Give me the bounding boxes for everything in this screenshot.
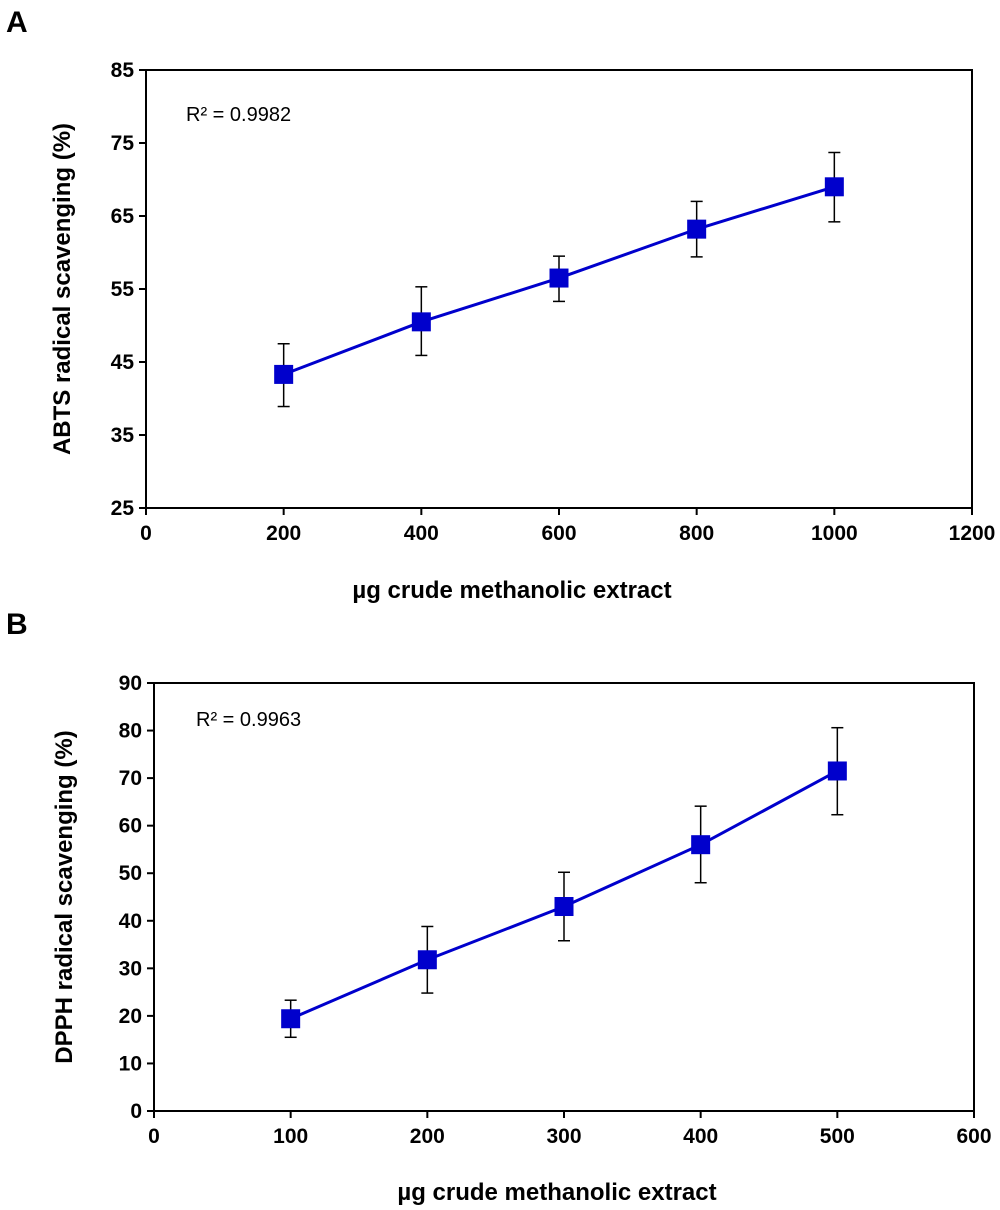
panel-b-y-tick-label-50: 50 bbox=[119, 862, 142, 885]
panel-a-series bbox=[274, 151, 844, 408]
panel-b-x-axis: 0 100 200 300 400 500 600 bbox=[148, 1111, 992, 1148]
panel-a-x-tick-label-1200: 1200 bbox=[949, 522, 996, 545]
panel-b-data-point-100 bbox=[281, 1009, 301, 1029]
panel-a-x-tick-label-400: 400 bbox=[404, 522, 439, 545]
panel-a-y-tick-label-55: 55 bbox=[111, 278, 135, 301]
panel-b-data-point-400 bbox=[691, 835, 711, 855]
panel-b-y-axis-title: DPPH radical scavenging (%) bbox=[51, 730, 78, 1063]
panel-b-y-tick-label-80: 80 bbox=[119, 720, 142, 743]
panel-b-data-point-500 bbox=[827, 761, 847, 781]
panel-b-data-point-200 bbox=[417, 950, 437, 970]
panel-a: A R² = 0.9982 25 35 45 55 65 75 85 0 200 400 600 8… bbox=[6, 6, 995, 604]
panel-a-data-point-800 bbox=[687, 219, 707, 239]
panel-a-data-point-200 bbox=[274, 364, 294, 384]
panel-b-y-tick-label-60: 60 bbox=[119, 815, 142, 838]
panel-b-x-tick-label-400: 400 bbox=[683, 1125, 718, 1148]
panel-a-x-tick-label-800: 800 bbox=[679, 522, 714, 545]
panel-b-series bbox=[281, 726, 847, 1039]
panel-a-x-tick-label-600: 600 bbox=[541, 522, 576, 545]
panel-b-data-point-300 bbox=[554, 897, 574, 917]
panel-a-y-axis: 25 35 45 55 65 75 85 bbox=[111, 59, 146, 520]
panel-b: B R² = 0.9963 0 10 20 30 40 50 60 70 80 90 0 100 20… bbox=[6, 608, 992, 1206]
panel-b-y-tick-label-90: 90 bbox=[119, 672, 142, 695]
panel-a-x-tick-label-1000: 1000 bbox=[811, 522, 858, 545]
panel-a-r2-annotation: R² = 0.9982 bbox=[186, 104, 291, 126]
panel-b-y-tick-label-0: 0 bbox=[130, 1100, 142, 1123]
panel-a-data-point-600 bbox=[549, 268, 569, 288]
panel-a-x-tick-label-200: 200 bbox=[266, 522, 301, 545]
panel-b-r2-annotation: R² = 0.9963 bbox=[196, 709, 301, 731]
panel-b-y-axis: 0 10 20 30 40 50 60 70 80 90 bbox=[119, 672, 154, 1123]
panel-b-y-tick-label-40: 40 bbox=[119, 910, 142, 933]
panel-b-x-tick-label-300: 300 bbox=[546, 1125, 581, 1148]
panel-b-y-tick-label-10: 10 bbox=[119, 1052, 142, 1075]
panel-a-label: A bbox=[6, 6, 28, 39]
panel-b-x-tick-label-100: 100 bbox=[273, 1125, 308, 1148]
panel-b-x-tick-label-600: 600 bbox=[956, 1125, 991, 1148]
panel-b-y-tick-label-20: 20 bbox=[119, 1005, 142, 1028]
panel-b-x-tick-label-500: 500 bbox=[820, 1125, 855, 1148]
panel-a-data-point-400 bbox=[411, 312, 431, 332]
panel-a-data-point-1000 bbox=[824, 177, 844, 197]
panel-a-y-tick-label-65: 65 bbox=[111, 205, 135, 228]
panel-b-x-tick-label-200: 200 bbox=[410, 1125, 445, 1148]
panel-a-y-tick-label-85: 85 bbox=[111, 59, 135, 82]
panel-a-x-tick-label-0: 0 bbox=[140, 522, 152, 545]
panel-b-x-tick-label-0: 0 bbox=[148, 1125, 160, 1148]
panel-a-y-tick-label-45: 45 bbox=[111, 351, 135, 374]
panel-b-label: B bbox=[6, 608, 28, 641]
panel-a-y-tick-label-35: 35 bbox=[111, 424, 135, 447]
panel-a-x-axis-title: µg crude methanolic extract bbox=[352, 577, 671, 604]
panel-b-y-tick-label-30: 30 bbox=[119, 957, 142, 980]
panel-a-y-tick-label-75: 75 bbox=[111, 132, 135, 155]
panel-a-y-axis-title: ABTS radical scavenging (%) bbox=[49, 123, 76, 455]
panel-b-y-tick-label-70: 70 bbox=[119, 767, 142, 790]
panel-a-x-axis: 0 200 400 600 800 1000 1200 bbox=[140, 508, 995, 545]
panel-a-y-tick-label-25: 25 bbox=[111, 497, 135, 520]
panel-b-x-axis-title: µg crude methanolic extract bbox=[397, 1179, 716, 1206]
